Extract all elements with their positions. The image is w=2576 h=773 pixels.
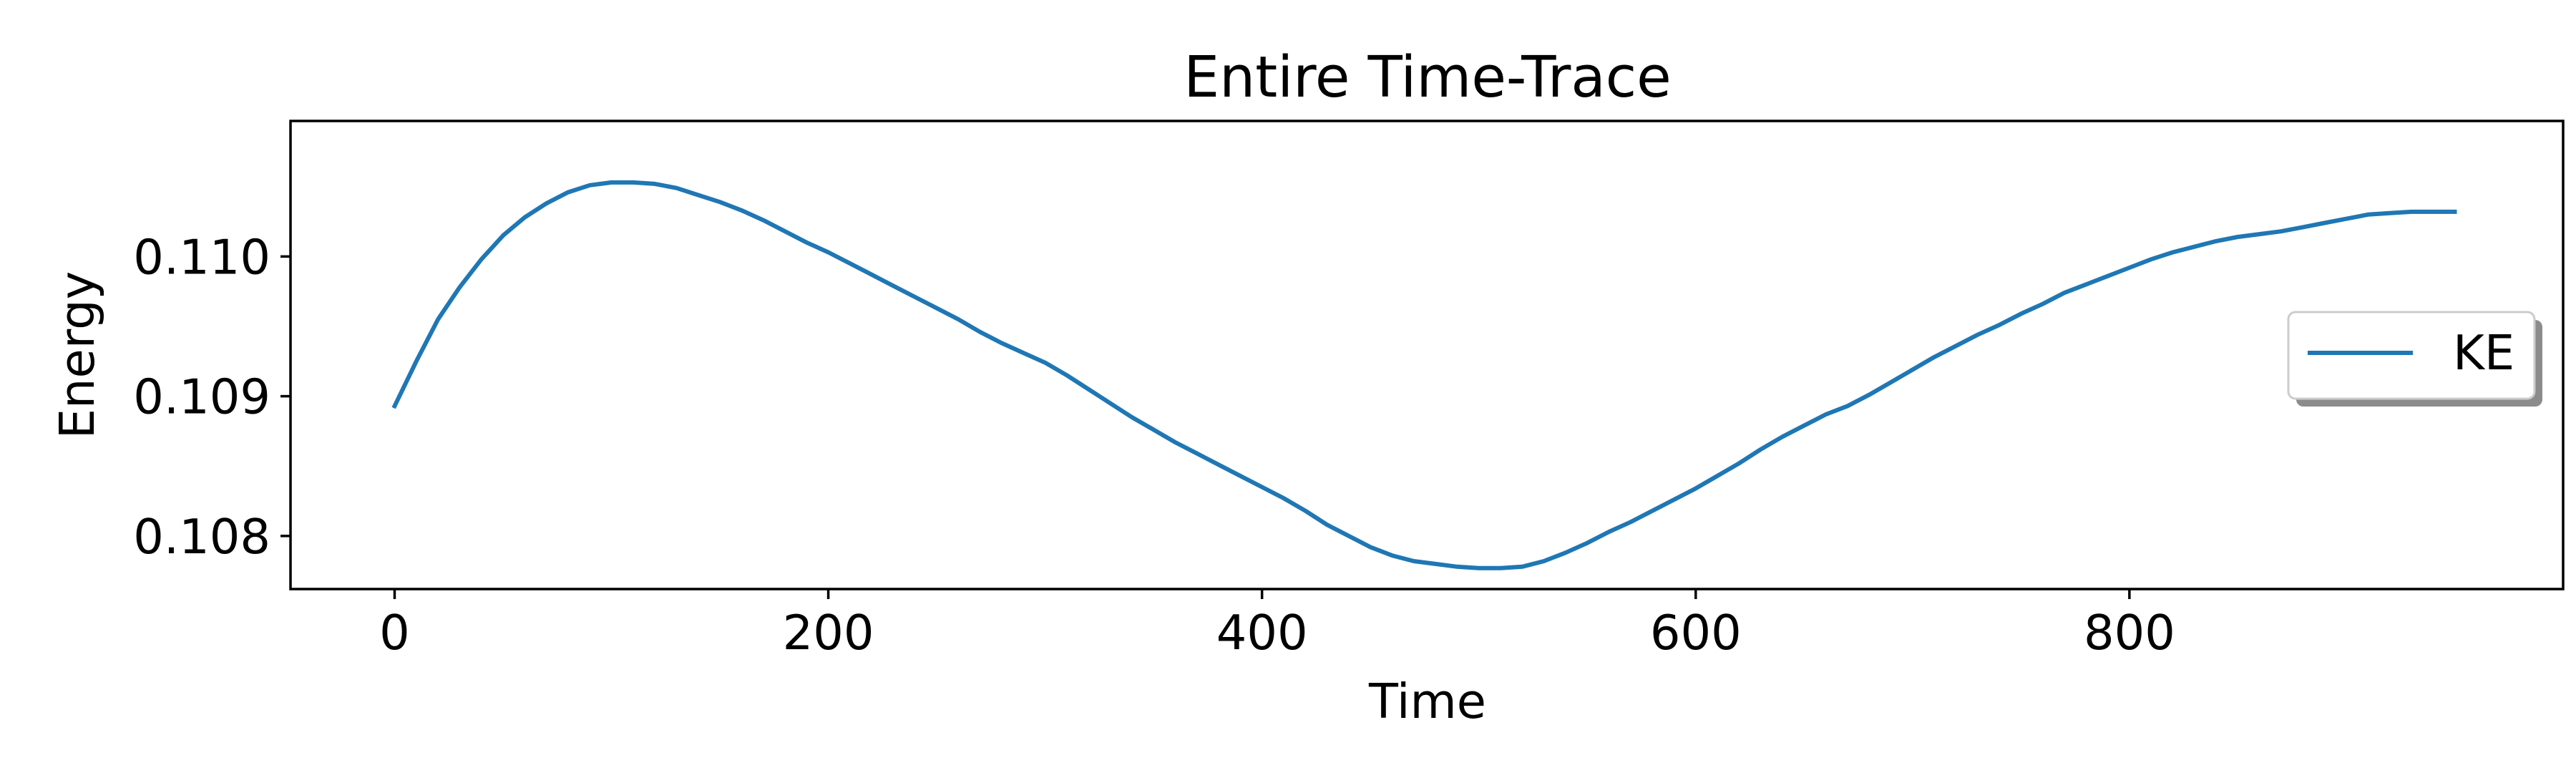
x-tick-label: 400 [1216,605,1308,661]
x-tick-label: 200 [783,605,874,661]
y-tick-label: 0.109 [133,369,270,425]
series-line-ke [391,180,2457,570]
y-axis-label: Energy [49,271,105,439]
y-tick-label: 0.108 [133,509,270,565]
y-tick-label: 0.110 [133,229,270,285]
legend-box [2287,311,2536,400]
x-axis-label: Time [1368,674,1486,729]
chart-title: Entire Time-Trace [1184,44,1672,110]
legend: KE [2287,311,2542,407]
plot-area [391,180,2457,570]
axes-frame [289,120,2565,590]
x-tick-label: 800 [2084,605,2175,661]
legend-label-ke: KE [2453,325,2514,381]
axis-ticks: 0 200 400 600 800 0.108 0.109 0.110 [133,229,2175,661]
x-tick-label: 0 [379,605,410,661]
x-tick-label: 600 [1650,605,1742,661]
